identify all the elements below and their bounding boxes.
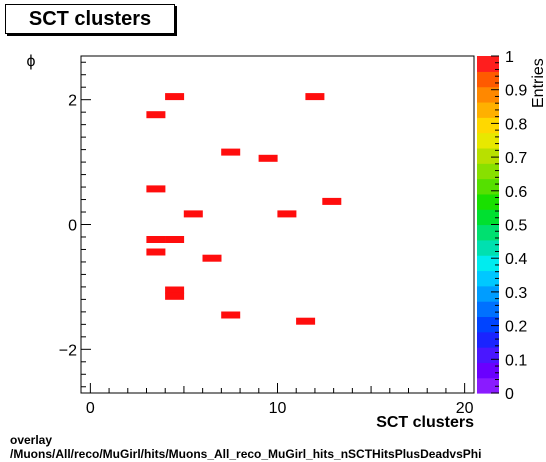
z-tick-label: 0.1 (505, 352, 527, 369)
color-scale-band (477, 331, 499, 348)
color-scale-band (477, 86, 499, 103)
heatmap-cell (258, 154, 278, 162)
plot-frame (80, 55, 475, 394)
z-tick-label: 0 (505, 386, 514, 403)
color-scale-band (477, 71, 499, 88)
color-scale-band (477, 56, 499, 72)
heatmap-cell (146, 111, 166, 119)
color-scale-band (477, 255, 499, 272)
heatmap-cell (221, 148, 241, 156)
chart-title: SCT clusters (5, 4, 175, 34)
color-scale-band (477, 224, 499, 241)
x-tick-label: 10 (269, 400, 287, 417)
z-tick-label: 0.8 (505, 116, 527, 133)
x-axis: 0 10 20 (86, 383, 474, 417)
z-tick-label: 0.5 (505, 218, 527, 235)
z-axis-title: Entries (530, 58, 546, 108)
color-scale: 0 0.1 0.2 0.3 0.4 0.5 0.6 0.7 0.8 0.9 1 (477, 49, 527, 403)
color-scale-band (477, 239, 499, 256)
y-tick-label: 2 (68, 93, 77, 110)
z-tick-label: 0.2 (505, 319, 527, 336)
z-tick-label: 0.9 (505, 83, 527, 100)
color-scale-band (477, 101, 499, 118)
y-axis-title: ϕ (27, 53, 36, 70)
color-scale-band (477, 316, 499, 333)
color-scale-band (477, 163, 499, 180)
color-scale-band (477, 178, 499, 195)
heatmap-cell (146, 248, 166, 256)
y-axis: −2 0 2 (59, 61, 91, 388)
color-scale-band (477, 285, 499, 302)
heatmap-cell (277, 210, 297, 218)
heatmap-cell (165, 292, 185, 300)
x-tick-label: 0 (86, 400, 95, 417)
x-tick-label: 20 (456, 400, 474, 417)
z-tick-label: 0.3 (505, 285, 527, 302)
heatmap-cell (165, 236, 185, 243)
heatmap-cell (221, 311, 241, 319)
y-tick-label: −2 (59, 342, 77, 359)
z-tick-label: 0.6 (505, 184, 527, 201)
heatmap-cell (322, 197, 342, 205)
color-scale-band (477, 347, 499, 363)
color-scale-band (477, 132, 499, 149)
z-tick-label: 0.7 (505, 150, 527, 167)
x-axis-title: SCT clusters (376, 414, 474, 431)
color-scale-band (477, 147, 499, 164)
color-scale-band (477, 117, 499, 134)
heatmap-cell (296, 317, 316, 325)
z-tick-label: 0.4 (505, 251, 527, 268)
heatmap-cell (165, 286, 185, 294)
heatmap-cell (146, 185, 166, 193)
color-scale-band (477, 193, 499, 210)
footer-line-2: /Muons/All/reco/MuGirl/hits/Muons_All_re… (10, 447, 482, 461)
color-scale-band (477, 270, 499, 287)
heatmap-cell (202, 254, 222, 262)
y-tick-label: 0 (68, 218, 77, 235)
color-scale-band (477, 209, 499, 226)
heatmap-cell (146, 236, 166, 243)
footer-line-1: overlay (10, 433, 53, 447)
heatmap-cell (165, 93, 185, 101)
color-scale-band (477, 362, 499, 379)
heatmap-cells (146, 93, 342, 325)
color-scale-band (477, 301, 499, 318)
z-tick-label: 1 (505, 49, 514, 66)
color-scale-band (477, 377, 499, 394)
heatmap-cell (305, 93, 325, 101)
heatmap-cell (183, 210, 203, 218)
